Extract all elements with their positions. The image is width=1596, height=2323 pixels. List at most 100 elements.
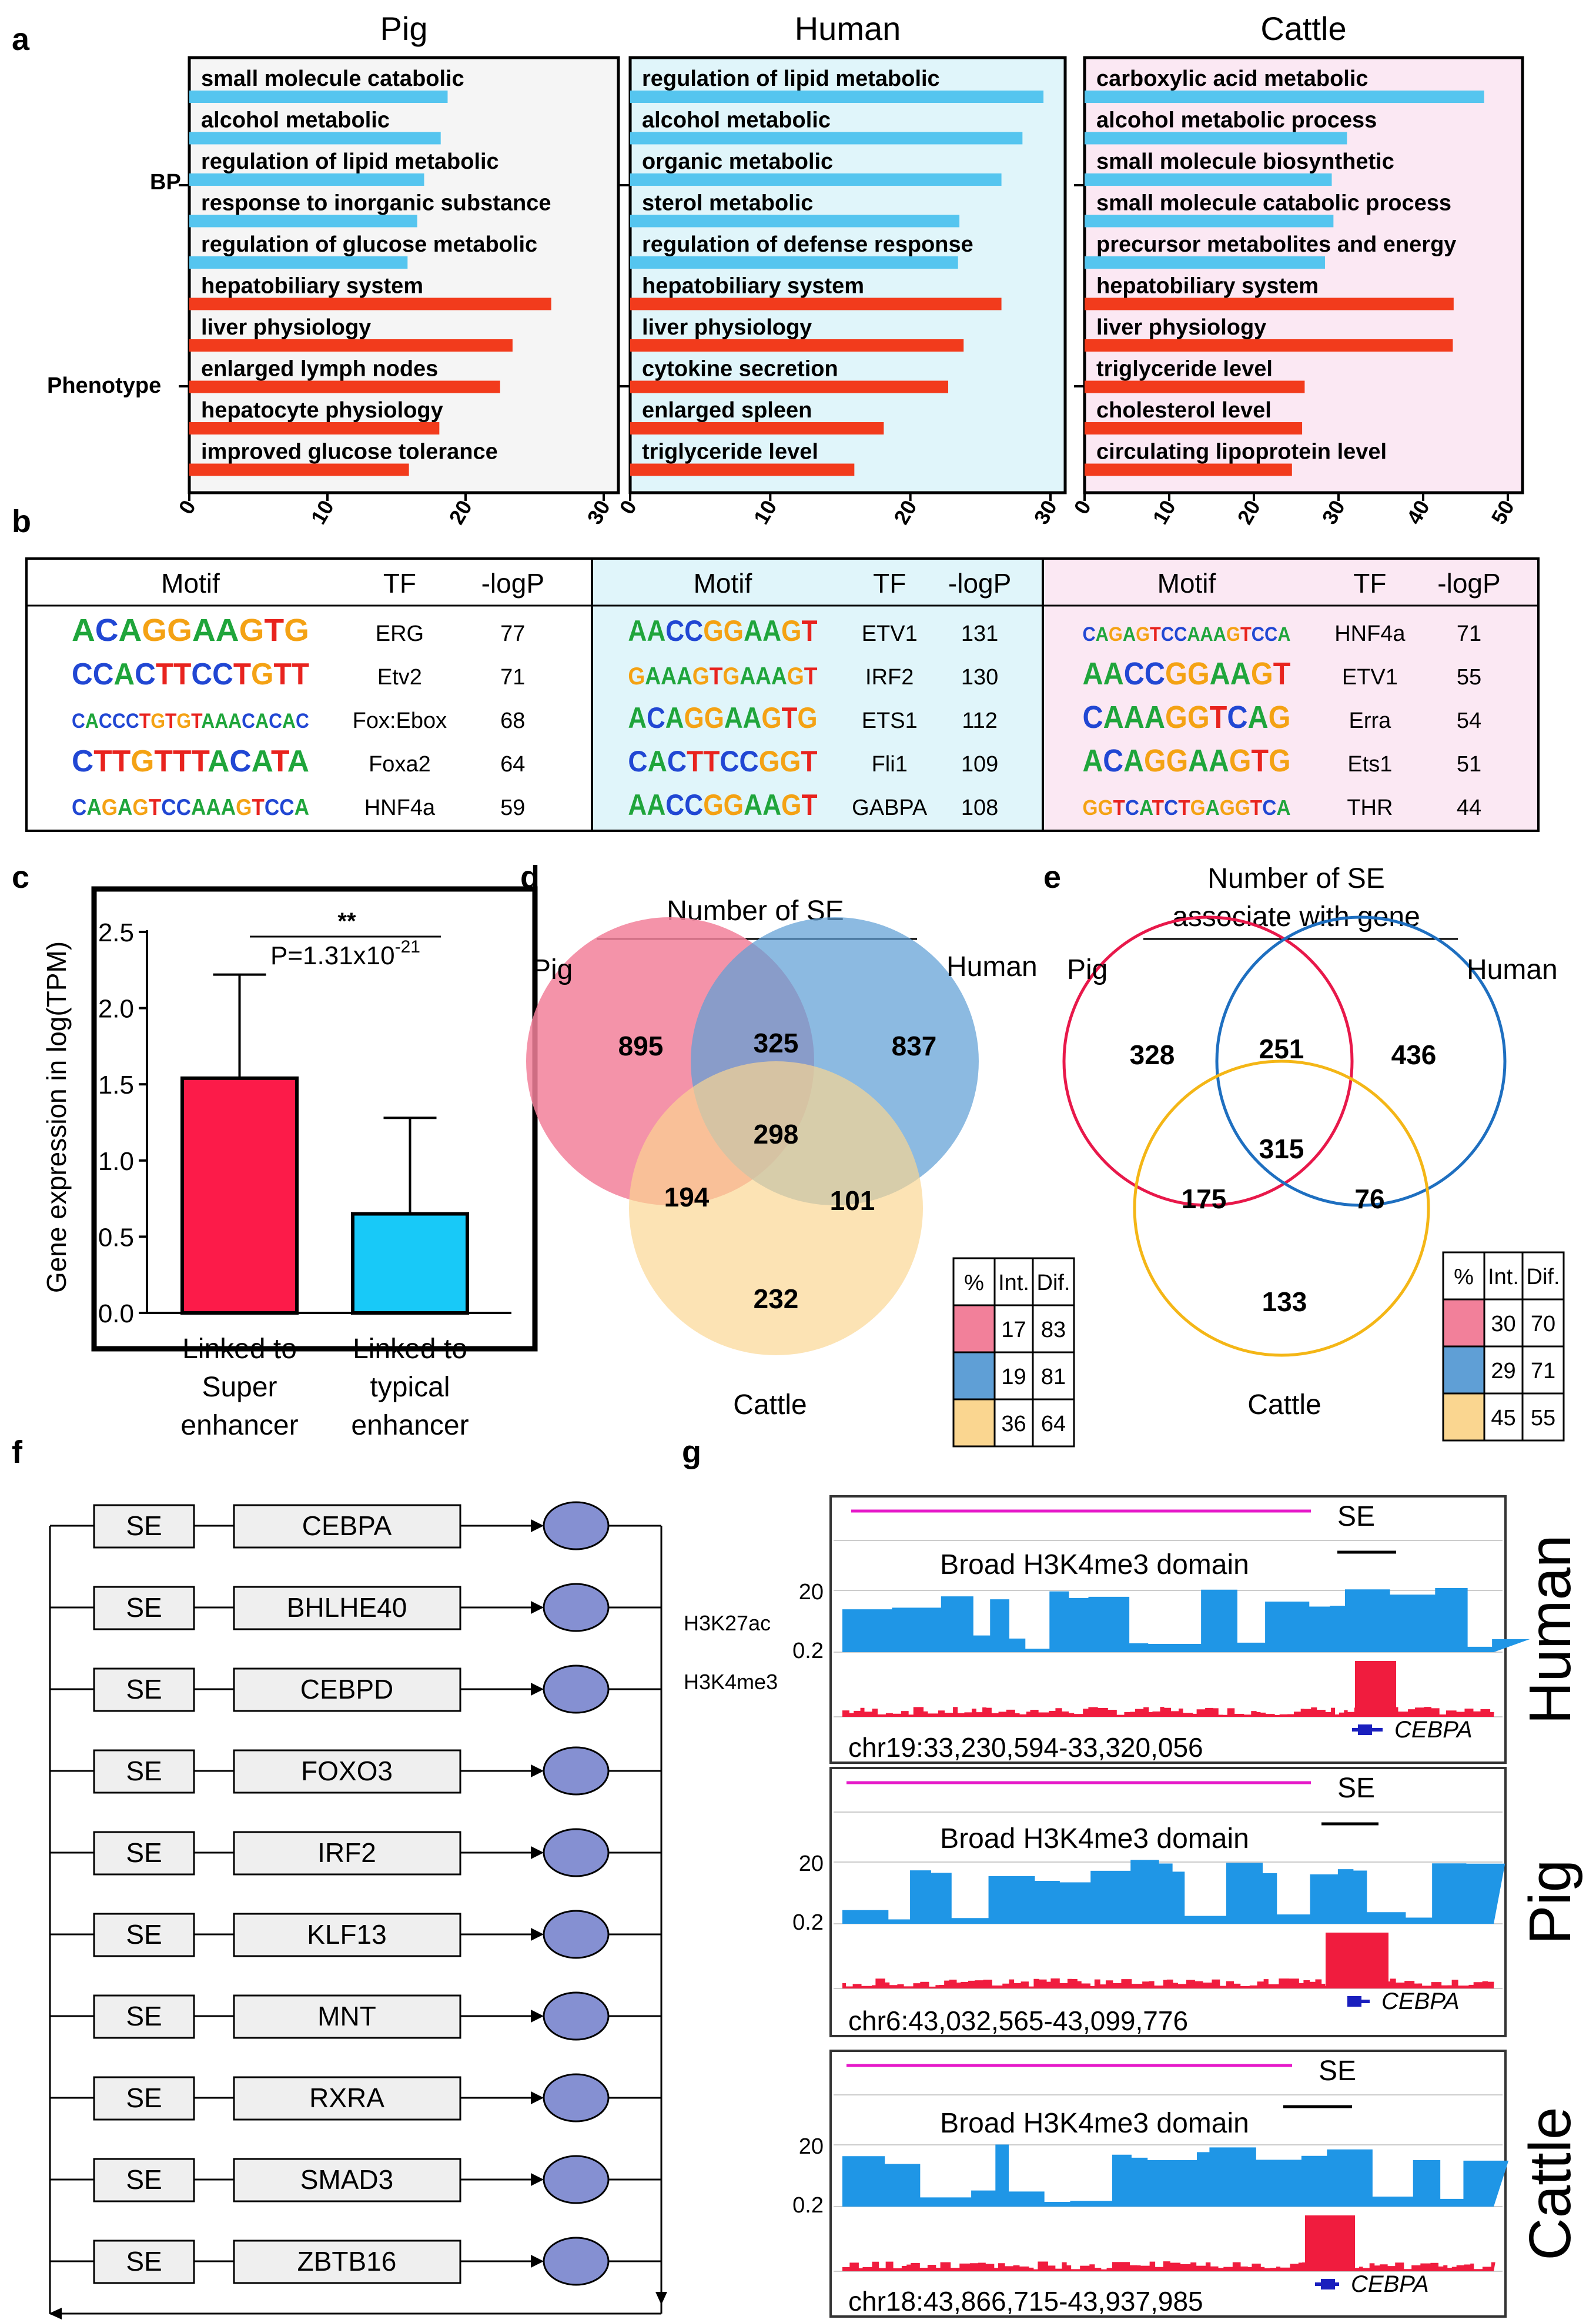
logp-value: 77	[500, 621, 525, 646]
genome-browser-cattle: SE Broad H3K4me3 domain 20 0.2 CEBPA chr18:43…	[792, 2050, 1583, 2318]
x-category-label: typical	[370, 1372, 450, 1403]
x-tick-label: 10	[749, 496, 782, 529]
tf-node	[543, 1991, 610, 2041]
h3k4me3-peak	[1326, 1933, 1388, 1988]
legend-value: 19	[1001, 1365, 1026, 1389]
go-term-label: hepatobiliary system	[642, 274, 864, 299]
legend-header: Int.	[1488, 1265, 1519, 1289]
go-term-label: regulation of lipid metabolic	[201, 149, 499, 174]
go-term-label: cytokine secretion	[642, 357, 838, 382]
legend-cell	[1521, 1298, 1565, 1348]
se-box-label: SE	[126, 1510, 162, 1541]
go-term-label: liver physiology	[642, 315, 812, 340]
go-bar	[189, 256, 408, 269]
motif-logo: AACCGGAAGT	[628, 614, 817, 647]
motif-logo: CAGAGTCCAAAGTCCA	[1082, 623, 1290, 646]
y-tick-label: 1.5	[98, 1071, 134, 1099]
tf-node	[543, 1501, 610, 1550]
facet-human: Human regulation of lipid metabolic alcoho…	[614, 10, 1067, 529]
motif-logo: ACAGGAAGTG	[628, 701, 817, 734]
tf-node	[543, 1583, 610, 1632]
tf-node	[543, 1746, 610, 1796]
se-box-label: SE	[126, 1674, 162, 1704]
legend-header: %	[1454, 1265, 1474, 1289]
motif-logo: GGTCATCTGAGGTCA	[1082, 795, 1290, 820]
tf-node	[543, 1910, 610, 1959]
gene-box-label: MNT	[317, 2001, 376, 2031]
motif-logo: CAGAGTCCAAAGTCCA	[72, 795, 309, 820]
scale-top: 20	[799, 1851, 824, 1876]
network-row: SE MNT	[50, 1991, 661, 2041]
go-term-label: alcohol metabolic	[201, 108, 390, 133]
gene-box	[233, 1586, 461, 1630]
x-category-label: Super	[202, 1372, 277, 1403]
gene-box-label: FOXO3	[301, 1756, 393, 1786]
x-category-label: Linked to	[182, 1333, 297, 1365]
se-box	[93, 1994, 195, 2039]
go-bar	[630, 215, 960, 228]
venn-e-title-line1: Number of SE	[1207, 863, 1384, 894]
go-term-label: hepatobiliary system	[201, 274, 423, 299]
logp-value: 68	[500, 708, 525, 733]
motif-table-header: TF	[383, 568, 416, 599]
x-tick-label: 0	[1069, 496, 1096, 519]
motif-logo: CTTGTTTACATA	[72, 744, 309, 778]
logp-value: 64	[500, 752, 525, 777]
venn-d-human-cattle: 101	[830, 1185, 875, 1216]
go-term-label: circulating lipoprotein level	[1096, 440, 1387, 464]
tf-name: ETV1	[862, 621, 918, 646]
gene-label: CEBPA	[1381, 1988, 1460, 2014]
arrowhead	[531, 2173, 544, 2186]
venn-e-cattle-label: Cattle	[1247, 1389, 1321, 1420]
se-label: SE	[1337, 1773, 1375, 1804]
motif-table-pig: Motif TF -logP ACAGGAAGTG ERG 77 CCACTTCCTGTT E…	[25, 557, 593, 832]
arrowhead	[531, 1519, 544, 1532]
go-bar	[630, 132, 1023, 145]
go-term-label: liver physiology	[1096, 315, 1266, 340]
x-tick-label: 30	[582, 496, 615, 529]
go-bar	[1085, 380, 1305, 393]
venn-e-cattle-circle	[1133, 1059, 1430, 1357]
go-bar	[630, 173, 1002, 186]
motif-table-header: Motif	[694, 568, 752, 599]
legend-value: 64	[1041, 1412, 1066, 1436]
motif-table-header: -logP	[948, 568, 1011, 599]
se-box	[93, 1831, 195, 1876]
motif-table-frame	[1042, 557, 1540, 832]
go-bar	[189, 91, 448, 103]
se-label: SE	[1337, 1501, 1375, 1532]
go-bar	[1085, 422, 1303, 434]
gene-box-label: ZBTB16	[297, 2246, 397, 2277]
gene-box-label: CEBPA	[302, 1510, 392, 1541]
tf-name: Fli1	[872, 752, 908, 777]
tf-node	[543, 2155, 610, 2204]
legend-cell	[1483, 1251, 1524, 1301]
motif-table-header: Motif	[1157, 568, 1216, 599]
motif-logo: ACAGGAAGTG	[72, 613, 309, 648]
facet-title: Pig	[380, 10, 428, 47]
panel-a-go-enrichment: Pig small molecule catabolic alcohol metab…	[173, 10, 1524, 529]
venn-e-cattle-only: 133	[1262, 1286, 1307, 1317]
go-bar	[1085, 173, 1332, 186]
h3k27ac-signal	[842, 2144, 1509, 2207]
legend-cell	[1483, 1298, 1524, 1348]
go-bar	[630, 91, 1044, 103]
facet-pig: Pig small molecule catabolic alcohol metab…	[173, 10, 620, 529]
panel-letter-g: g	[682, 1435, 701, 1470]
panel-letter-b: b	[12, 504, 31, 539]
logp-value: 109	[961, 752, 998, 777]
panel-c-ylabel: Gene expression in log(TPM)	[41, 941, 72, 1293]
se-label: SE	[1319, 2055, 1356, 2087]
gene-label: CEBPA	[1394, 1717, 1473, 1743]
y-tick-label: 0.5	[98, 1223, 134, 1252]
category-group-bp: BP	[150, 170, 181, 195]
legend-value: 29	[1491, 1359, 1515, 1383]
se-box-label: SE	[126, 1592, 162, 1623]
arrowhead	[531, 1764, 544, 1777]
motif-logo: CACCCTGTGTAAACACAC	[72, 710, 309, 733]
go-bar	[1085, 256, 1325, 269]
network-row: SE SMAD3	[50, 2155, 661, 2204]
panel-letter-c: c	[12, 860, 29, 895]
x-tick-label: 20	[889, 496, 922, 529]
network-row: SE RXRA	[50, 2073, 661, 2123]
